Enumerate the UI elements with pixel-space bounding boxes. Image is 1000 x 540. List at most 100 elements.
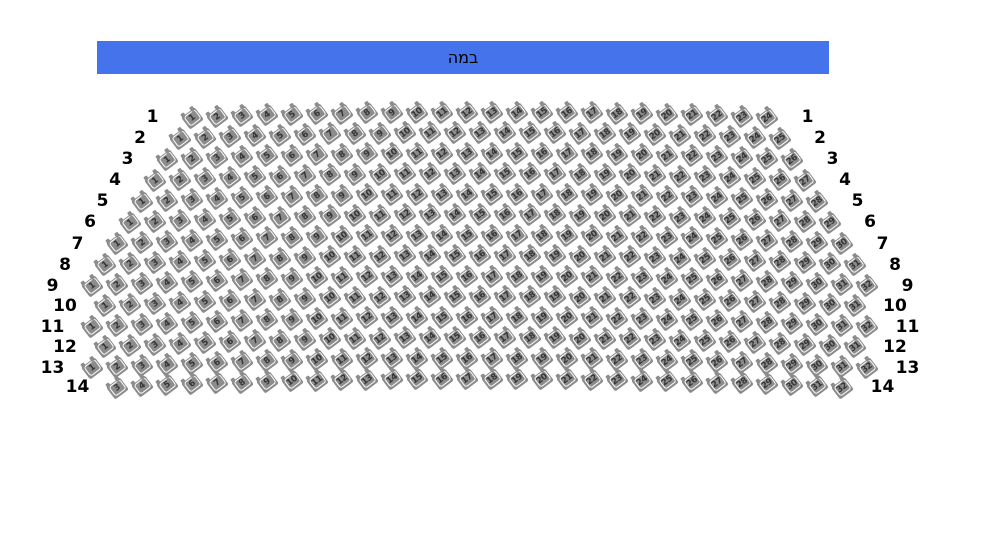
seat[interactable]: 16 <box>468 327 492 350</box>
seat[interactable]: 15 <box>493 163 517 186</box>
seat[interactable]: 1 <box>93 254 117 277</box>
seat[interactable]: 24 <box>668 329 692 353</box>
seat[interactable]: 16 <box>543 122 567 145</box>
seat[interactable]: 19 <box>581 184 604 207</box>
seat[interactable]: 15 <box>456 224 479 248</box>
seat[interactable]: 8 <box>231 372 254 395</box>
seat[interactable]: 24 <box>756 107 779 130</box>
seat[interactable]: 1 <box>93 295 117 318</box>
seat[interactable]: 7 <box>243 289 267 312</box>
seat[interactable]: 13 <box>393 327 417 350</box>
seat[interactable]: 17 <box>493 286 517 309</box>
seat[interactable]: 8 <box>318 164 342 188</box>
seat[interactable]: 8 <box>268 329 292 353</box>
seat[interactable]: 9 <box>281 268 304 291</box>
seat[interactable]: 10 <box>343 205 367 228</box>
seat[interactable]: 8 <box>268 288 292 312</box>
seat[interactable]: 9 <box>281 309 304 332</box>
seat[interactable]: 10 <box>318 287 342 311</box>
seat[interactable]: 15 <box>406 368 429 391</box>
seat[interactable]: 20 <box>593 205 617 228</box>
seat[interactable]: 19 <box>531 307 554 330</box>
seat[interactable]: 31 <box>806 375 829 398</box>
seat[interactable]: 23 <box>643 288 667 311</box>
seat[interactable]: 24 <box>731 147 754 170</box>
seat[interactable]: 4 <box>193 209 217 232</box>
seat[interactable]: 29 <box>818 212 842 235</box>
seat[interactable]: 19 <box>593 164 617 187</box>
seat[interactable]: 28 <box>768 292 792 315</box>
seat[interactable]: 27 <box>768 210 792 233</box>
seat[interactable]: 11 <box>343 287 367 310</box>
seat[interactable]: 29 <box>793 334 817 357</box>
seat[interactable]: 16 <box>518 163 542 186</box>
seat[interactable]: 21 <box>593 287 617 310</box>
seat[interactable]: 4 <box>168 251 192 274</box>
seat[interactable]: 18 <box>518 286 542 309</box>
seat[interactable]: 22 <box>606 308 629 331</box>
seat[interactable]: 32 <box>856 316 879 339</box>
seat[interactable]: 25 <box>743 168 767 191</box>
seat[interactable]: 5 <box>193 291 217 314</box>
seat[interactable]: 29 <box>793 252 817 275</box>
seat[interactable]: 20 <box>568 287 592 310</box>
seat[interactable]: 12 <box>393 204 417 227</box>
seat[interactable]: 23 <box>643 247 667 270</box>
seat[interactable]: 14 <box>493 122 517 145</box>
seat[interactable]: 12 <box>381 225 404 248</box>
seat[interactable]: 25 <box>706 228 729 251</box>
seat[interactable]: 10 <box>368 164 392 187</box>
seat[interactable]: 11 <box>418 122 442 145</box>
seat[interactable]: 18 <box>543 204 567 227</box>
seat[interactable]: 10 <box>318 246 342 270</box>
seat[interactable]: 24 <box>743 127 767 150</box>
seat[interactable]: 10 <box>331 226 354 249</box>
seat[interactable]: 22 <box>706 105 729 128</box>
seat[interactable]: 15 <box>431 306 454 330</box>
seat[interactable]: 2 <box>118 253 142 276</box>
seat[interactable]: 4 <box>243 125 267 148</box>
seat[interactable]: 4 <box>156 272 179 295</box>
seat[interactable]: 18 <box>518 245 542 268</box>
seat[interactable]: 27 <box>756 230 779 253</box>
seat[interactable]: 13 <box>381 307 404 330</box>
seat[interactable]: 4 <box>168 333 192 356</box>
seat[interactable]: 23 <box>656 227 679 250</box>
seat[interactable]: 5 <box>206 229 229 252</box>
seat[interactable]: 3 <box>206 147 229 170</box>
seat[interactable]: 25 <box>718 208 742 231</box>
seat[interactable]: 28 <box>756 271 779 294</box>
seat[interactable]: 16 <box>506 183 529 207</box>
seat[interactable]: 12 <box>456 101 479 125</box>
seat[interactable]: 8 <box>331 144 354 167</box>
seat[interactable]: 3 <box>181 189 204 212</box>
seat[interactable]: 15 <box>443 327 467 350</box>
seat[interactable]: 17 <box>568 123 592 146</box>
seat[interactable]: 11 <box>306 370 329 393</box>
seat[interactable]: 26 <box>781 149 804 172</box>
seat[interactable]: 15 <box>443 245 467 268</box>
seat[interactable]: 17 <box>493 327 517 350</box>
seat[interactable]: 3 <box>143 334 167 357</box>
seat[interactable]: 11 <box>431 101 454 125</box>
seat[interactable]: 24 <box>693 207 717 230</box>
seat[interactable]: 18 <box>518 327 542 350</box>
seat[interactable]: 1 <box>156 149 179 172</box>
seat[interactable]: 2 <box>106 274 129 297</box>
seat[interactable]: 1 <box>143 170 167 193</box>
seat[interactable]: 23 <box>668 206 692 230</box>
seat[interactable]: 26 <box>743 209 767 232</box>
seat[interactable]: 21 <box>556 368 579 392</box>
seat[interactable]: 15 <box>431 265 454 289</box>
seat[interactable]: 12 <box>368 287 392 310</box>
seat[interactable]: 6 <box>268 165 292 189</box>
seat[interactable]: 23 <box>693 166 717 189</box>
seat[interactable]: 3 <box>218 126 242 149</box>
seat[interactable]: 23 <box>606 369 629 392</box>
seat[interactable]: 27 <box>793 170 817 193</box>
seat[interactable]: 22 <box>631 226 654 249</box>
seat[interactable]: 23 <box>731 106 754 129</box>
seat[interactable]: 7 <box>281 186 304 209</box>
seat[interactable]: 10 <box>406 102 429 125</box>
seat[interactable]: 12 <box>368 328 392 351</box>
